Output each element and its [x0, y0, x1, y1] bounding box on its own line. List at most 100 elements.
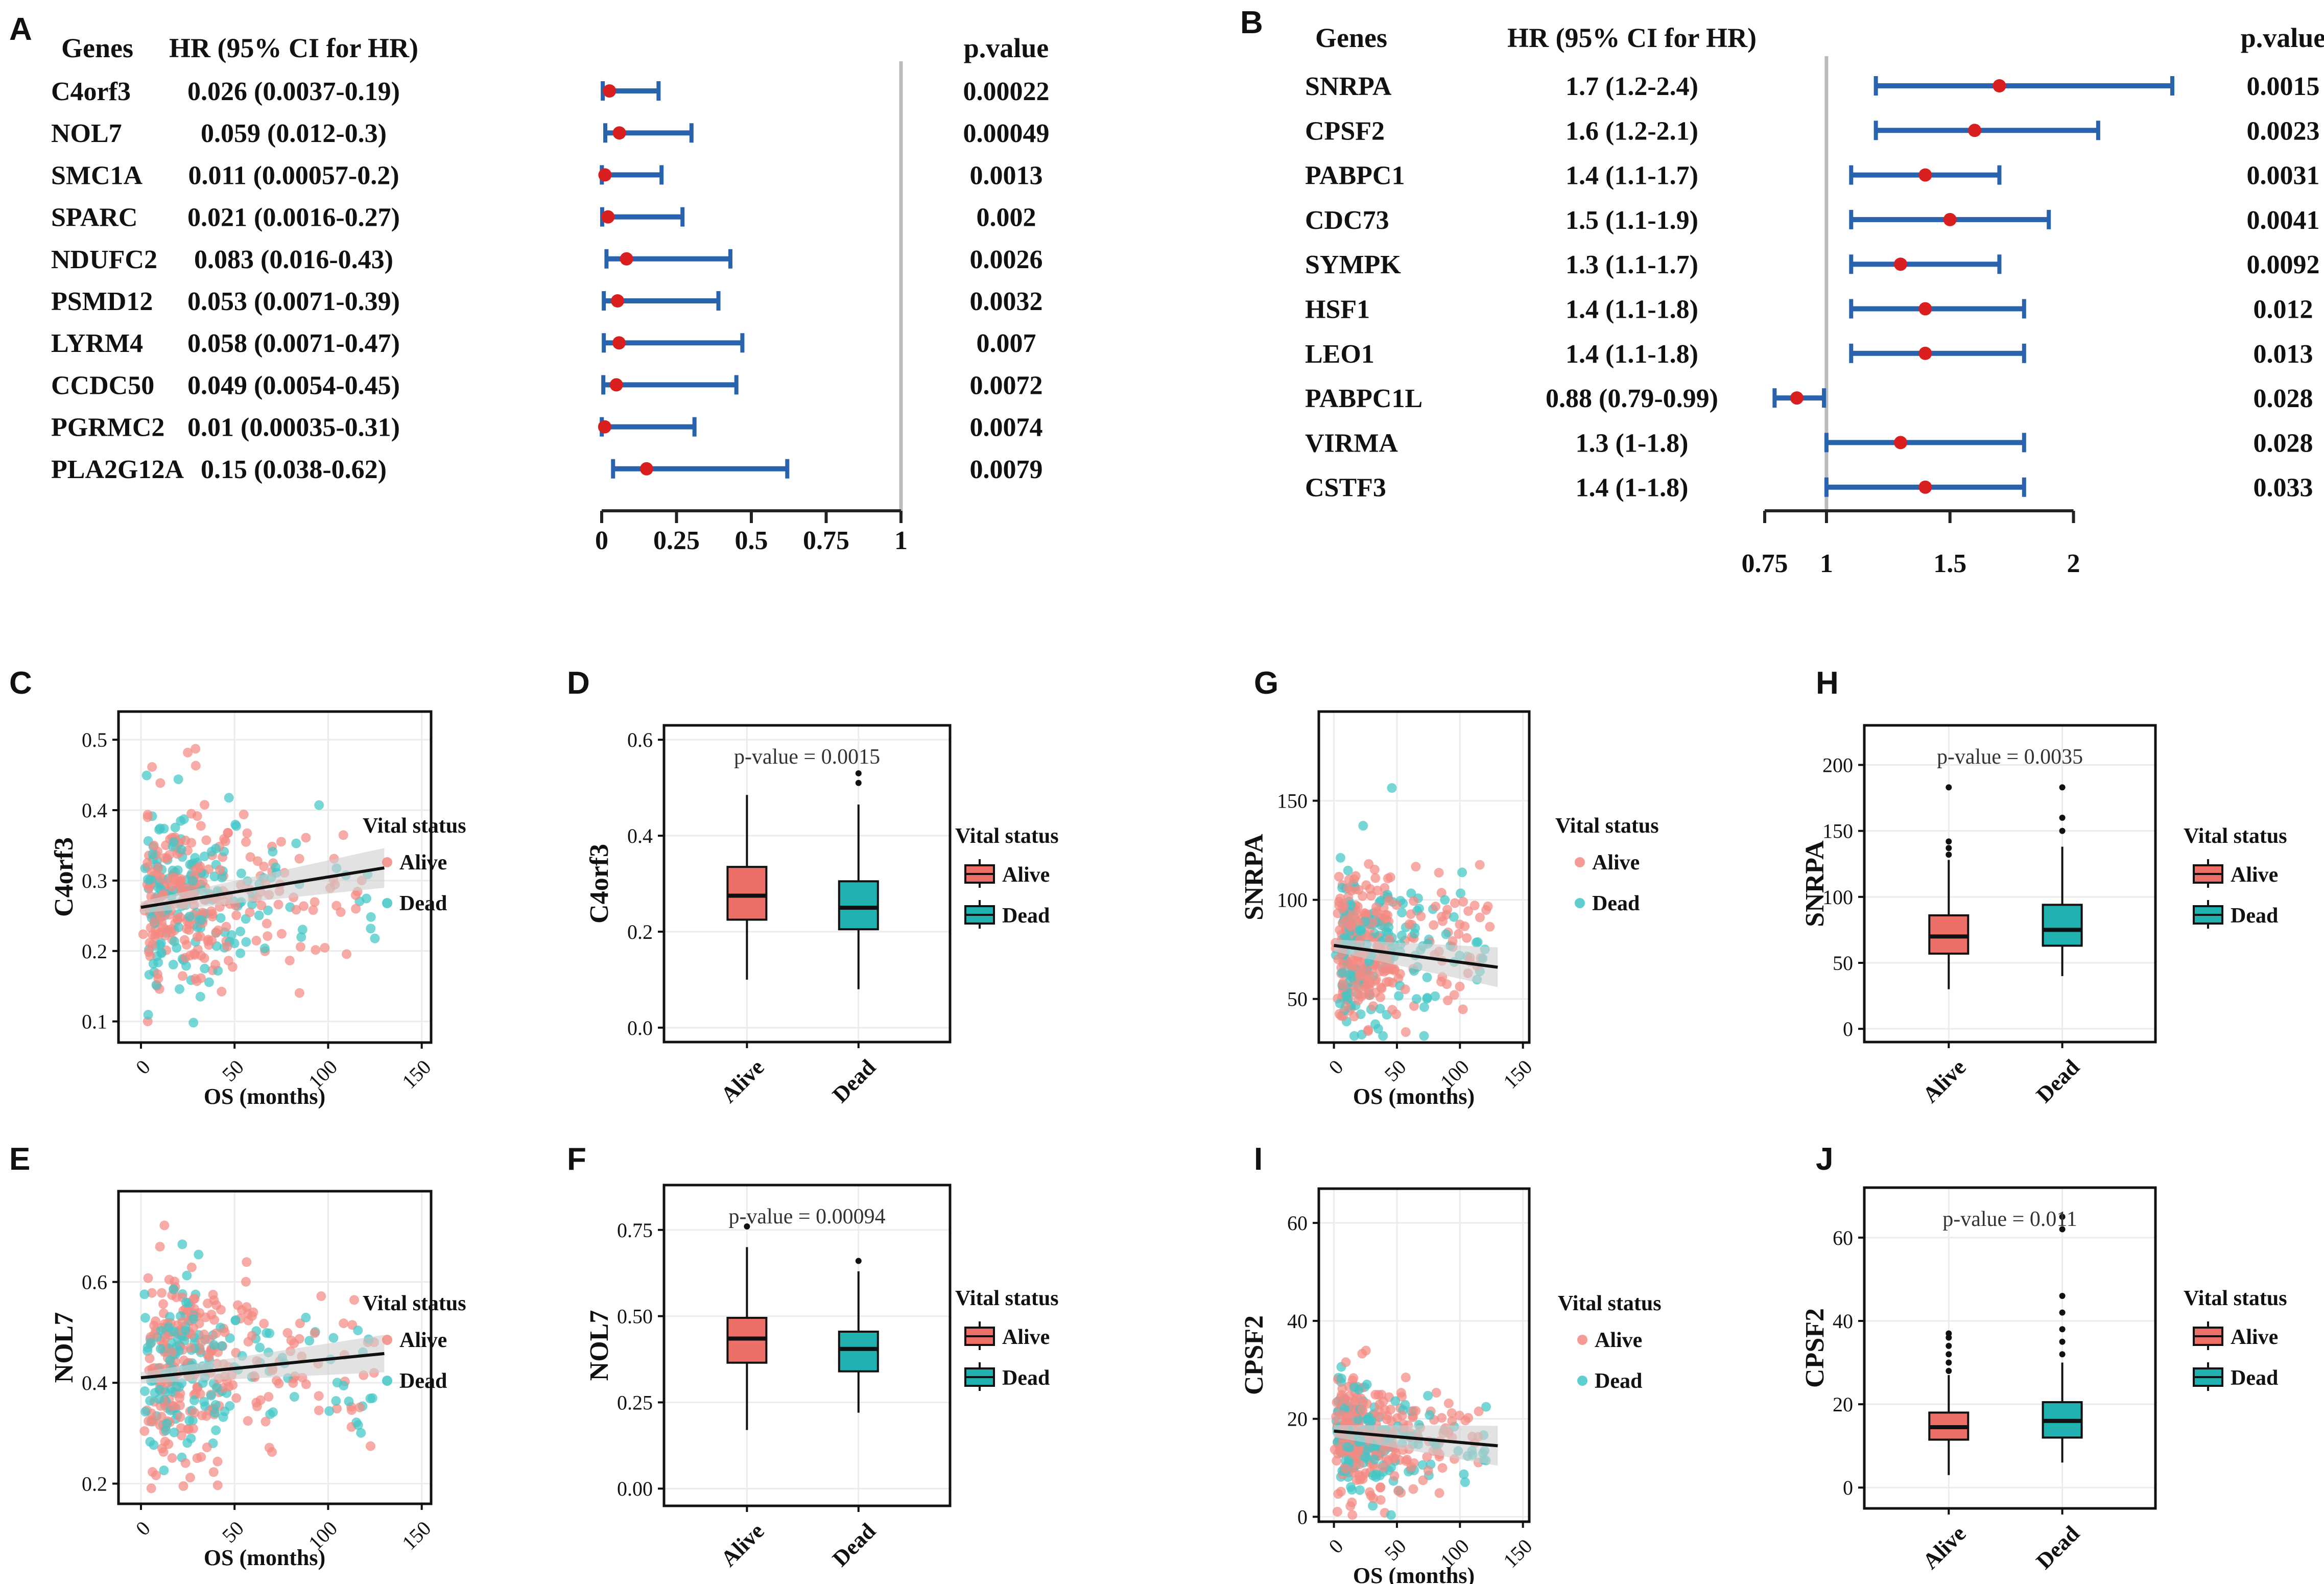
point-alive: [1341, 1357, 1351, 1367]
point-alive: [158, 1299, 168, 1309]
point-dead: [361, 893, 371, 904]
point-alive: [211, 1300, 222, 1310]
point-dead: [188, 1314, 199, 1324]
point-alive: [263, 931, 273, 941]
point-alive: [146, 1483, 156, 1494]
point-alive: [295, 942, 305, 952]
point-alive: [156, 1411, 167, 1422]
point-alive: [276, 929, 287, 939]
pvalue-text: 0.0031: [2247, 161, 2320, 191]
pvalue-text: 0.00049: [963, 119, 1050, 148]
point-alive: [1363, 1026, 1373, 1036]
gene-label: SPARC: [51, 203, 137, 232]
point-alive: [211, 1328, 221, 1338]
point-alive: [210, 959, 221, 970]
point-dead: [235, 948, 246, 958]
point-alive: [1460, 921, 1470, 931]
point-dead: [328, 1333, 339, 1343]
point-alive: [1370, 987, 1381, 998]
header-hr: HR (95% CI for HR): [169, 33, 418, 63]
point-dead: [353, 1420, 363, 1430]
pvalue-text: 0.00022: [963, 77, 1050, 106]
point-alive: [186, 1262, 197, 1272]
point-dead: [1346, 1482, 1356, 1492]
point-alive: [1463, 1413, 1474, 1423]
point-alive: [144, 1416, 154, 1426]
point-alive: [1434, 1488, 1444, 1498]
y-tick-label: 0.1: [82, 1010, 107, 1033]
point-dead: [226, 930, 236, 940]
point-alive: [316, 1291, 326, 1302]
plot-frame: [1863, 1186, 2157, 1510]
gene-label: HSF1: [1305, 295, 1370, 324]
point-dead: [169, 1327, 179, 1337]
legend-title: Vital status: [1555, 814, 1659, 838]
point-alive: [173, 915, 183, 925]
plot-frame: [662, 1184, 952, 1507]
hr-point: [601, 210, 615, 224]
y-tick-label: 0.4: [82, 1372, 107, 1394]
point-alive: [157, 1444, 167, 1454]
point-alive: [245, 907, 255, 917]
point-alive: [143, 812, 153, 822]
x-tick-label: 0.5: [735, 526, 768, 555]
y-tick-label: 0.75: [617, 1219, 653, 1242]
gene-label: PLA2G12A: [51, 455, 184, 484]
y-tick-label: 0.2: [82, 1473, 107, 1496]
point-alive: [256, 901, 267, 911]
point-dead: [1422, 972, 1432, 982]
point-alive: [1447, 1416, 1457, 1426]
point-alive: [1409, 896, 1419, 906]
point-alive: [1353, 995, 1363, 1005]
point-dead: [176, 844, 186, 855]
point-dead: [1355, 1485, 1365, 1495]
hr-point: [598, 168, 612, 182]
legend-title: Vital status: [363, 814, 466, 838]
point-dead: [255, 1342, 265, 1353]
point-dead: [210, 1400, 221, 1410]
hr-text: 1.3 (1-1.8): [1576, 429, 1689, 458]
point-alive: [159, 1220, 170, 1231]
y-tick-label: 0.6: [627, 728, 653, 751]
point-alive: [1332, 1506, 1342, 1517]
y-axis-label: NOL7: [50, 1312, 79, 1383]
point-alive: [191, 744, 201, 754]
box-plot-H: Hp-value = 0.0035 0 50 100 150 200 Alive Dead SN…: [1800, 666, 2287, 1107]
point-dead: [153, 957, 163, 967]
point-dead: [146, 1338, 156, 1348]
legend-key: [1577, 1376, 1587, 1386]
point-alive: [181, 940, 192, 950]
point-alive: [1469, 901, 1480, 911]
outlier-point: [1946, 852, 1952, 858]
point-alive: [192, 976, 202, 986]
point-alive: [310, 1328, 320, 1338]
point-dead: [259, 943, 270, 954]
y-tick-label: 0: [1843, 1018, 1853, 1041]
point-alive: [1371, 902, 1381, 912]
point-dead: [179, 1336, 189, 1346]
hr-text: 1.3 (1.1-1.7): [1566, 250, 1698, 279]
panel-label: E: [9, 1142, 30, 1177]
hr-text: 0.01 (0.00035-0.31): [187, 413, 400, 442]
point-alive: [202, 1442, 212, 1452]
point-dead: [174, 922, 184, 932]
outlier-point: [2059, 828, 2066, 834]
point-dead: [331, 1396, 341, 1406]
x-tick-label: 0.25: [653, 526, 700, 555]
x-tick-label: Alive: [1918, 1054, 1971, 1107]
y-axis-label: SNRPA: [1240, 834, 1269, 920]
y-tick-label: 0: [1843, 1476, 1853, 1499]
point-alive: [201, 835, 211, 845]
point-alive: [1351, 987, 1361, 997]
point-alive: [149, 1330, 159, 1340]
point-alive: [197, 907, 207, 917]
hr-text: 0.049 (0.0054-0.45): [187, 371, 400, 400]
point-alive: [262, 918, 272, 929]
point-dead: [182, 1270, 192, 1281]
point-dead: [189, 1396, 199, 1406]
point-alive: [338, 830, 348, 840]
gene-label: C4orf3: [51, 77, 131, 106]
point-dead: [268, 1407, 278, 1417]
x-tick-label: Dead: [827, 1054, 881, 1107]
